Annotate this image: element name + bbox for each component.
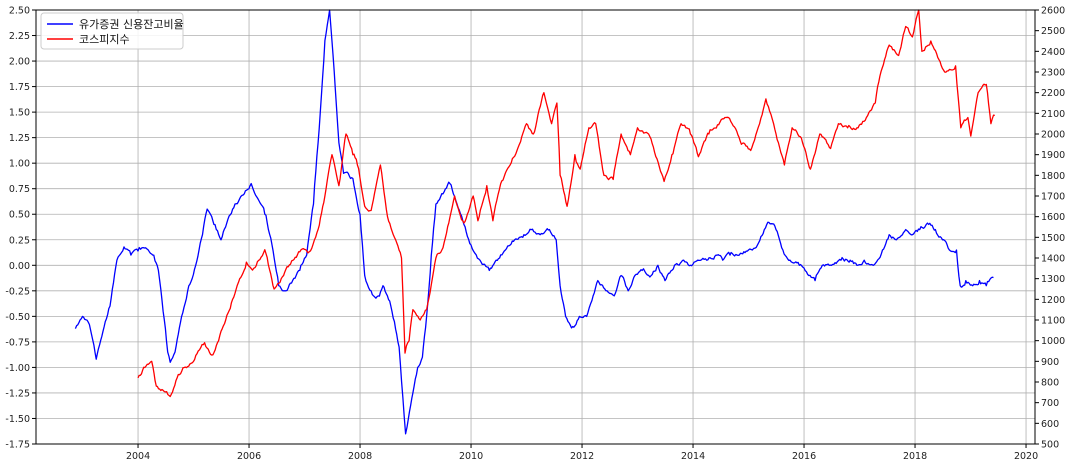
x-tick-label: 2010 [459,451,483,462]
right-tick-label: 1300 [1041,274,1065,285]
left-tick-label: 1.50 [9,108,30,119]
right-tick-label: 2100 [1041,109,1065,120]
right-tick-label: 1200 [1041,295,1065,306]
right-tick-label: 1000 [1041,336,1065,347]
x-tick-label: 2018 [903,451,927,462]
right-tick-label: 800 [1041,378,1059,389]
left-tick-label: -1.25 [5,388,30,399]
right-tick-label: 2000 [1041,130,1065,141]
x-tick-label: 2014 [681,451,705,462]
left-tick-label: -1.00 [5,363,30,374]
left-tick-label: 2.50 [9,6,30,17]
left-tick-label: 0.75 [9,184,30,195]
x-tick-label: 2004 [126,451,150,462]
right-tick-label: 1800 [1041,171,1065,182]
left-tick-label: 1.00 [9,159,30,170]
right-tick-label: 2300 [1041,68,1065,79]
right-tick-label: 2600 [1041,6,1065,17]
right-tick-label: 1400 [1041,254,1065,265]
gridlines [36,9,1035,445]
left-tick-label: -1.75 [5,440,30,451]
right-tick-label: 2400 [1041,47,1065,58]
series-line-0 [74,9,994,435]
legend-label: 유가증권 신용잔고비율 [79,18,184,31]
right-tick-label: 2500 [1041,26,1065,37]
series-lines [74,9,995,435]
right-tick-label: 500 [1041,440,1059,451]
right-tick-label: 1600 [1041,212,1065,223]
left-tick-label: 0.25 [9,235,30,246]
right-tick-label: 2200 [1041,88,1065,99]
x-tick-label: 2008 [348,451,372,462]
x-tick-label: 2020 [1014,451,1038,462]
left-tick-label: 0.00 [9,261,30,272]
left-tick-label: 1.75 [9,82,30,93]
right-tick-label: 700 [1041,398,1059,409]
right-tick-label: 900 [1041,357,1059,368]
right-tick-label: 1900 [1041,150,1065,161]
right-tick-label: 1700 [1041,192,1065,203]
left-tick-label: 0.50 [9,210,30,221]
left-tick-label: -0.75 [5,337,30,348]
legend-box [40,12,184,50]
right-tick-label: 600 [1041,419,1059,430]
series-line-1 [137,9,995,398]
left-tick-label: 2.00 [9,57,30,68]
plot-frame [35,9,1036,445]
legend-label: 코스피지수 [79,33,130,46]
left-tick-label: 1.25 [9,133,30,144]
right-axis: 500 600 700 800 900 1000 1100 1200 1300 1400 1500 1… [1035,6,1065,451]
left-axis: -1.75 -1.50 -1.25 -1.00 -0.75 -0.50 -0.25 0.00 0… [5,6,36,451]
left-tick-label: -1.50 [5,414,30,425]
x-axis: 2004 2006 2008 2010 2012 2014 2016 2018 2020 [126,444,1038,462]
left-tick-label: 2.25 [9,31,30,42]
right-tick-label: 1100 [1041,316,1065,327]
x-tick-label: 2012 [570,451,594,462]
left-tick-label: -0.25 [5,286,30,297]
x-tick-label: 2016 [792,451,816,462]
right-tick-label: 1500 [1041,233,1065,244]
x-tick-label: 2006 [237,451,261,462]
left-tick-label: -0.50 [5,312,30,323]
